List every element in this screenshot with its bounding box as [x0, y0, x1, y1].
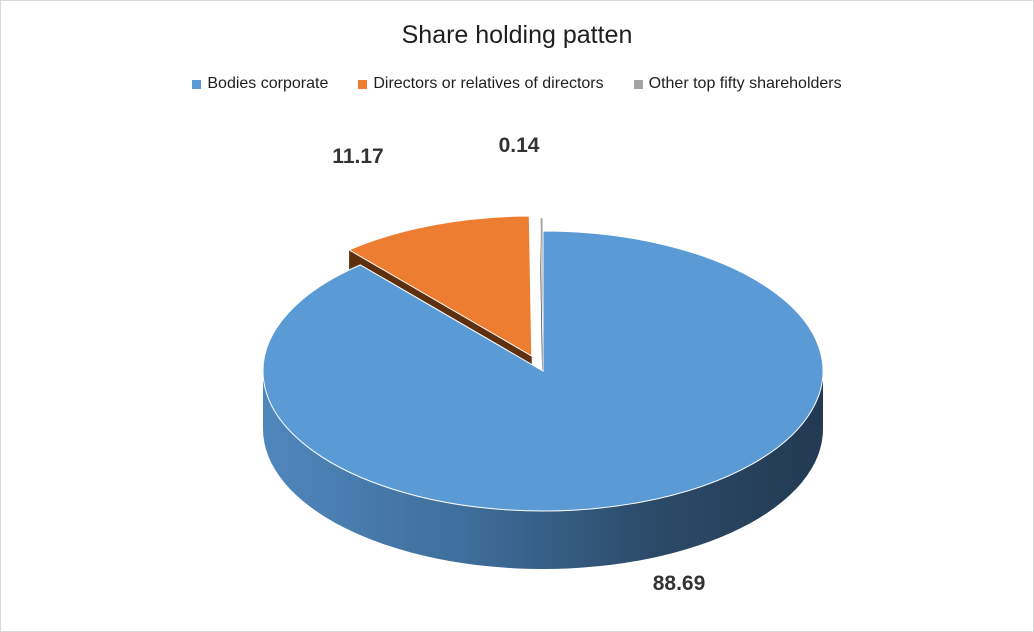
pie-slice-bodies-corporate	[262, 230, 824, 512]
legend-swatch-directors	[358, 79, 368, 89]
pie-tops	[262, 215, 824, 512]
pie-slice-other-top-fifty	[540, 217, 544, 359]
legend-entry-bodies-corporate: Bodies corporate	[192, 75, 328, 93]
legend-label-directors: Directors or relatives of directors	[373, 75, 604, 92]
legend-swatch-other-top-fifty	[633, 79, 643, 89]
chart-title: Share holding patten	[401, 21, 633, 49]
data-label-other-top-fifty: 0.14	[499, 134, 540, 157]
pie-side-outer-bodies-corporate	[263, 371, 823, 569]
pie-slice-directors	[347, 215, 533, 357]
pie-labels: 88.69 11.17 0.14	[332, 134, 705, 595]
legend-label-bodies-corporate: Bodies corporate	[207, 75, 329, 92]
pie-side-cut-other-top-fifty-0	[540, 218, 543, 416]
legend-entry-other-top-fifty: Other top fifty shareholders	[633, 75, 842, 93]
legend: Bodies corporate Directors or relatives …	[1, 75, 1033, 93]
data-label-directors: 11.17	[332, 145, 383, 168]
legend-entry-directors: Directors or relatives of directors	[358, 75, 604, 93]
data-label-bodies-corporate: 88.69	[653, 572, 706, 595]
legend-swatch-bodies-corporate	[192, 79, 202, 89]
legend-label-other-top-fifty: Other top fifty shareholders	[648, 75, 842, 92]
